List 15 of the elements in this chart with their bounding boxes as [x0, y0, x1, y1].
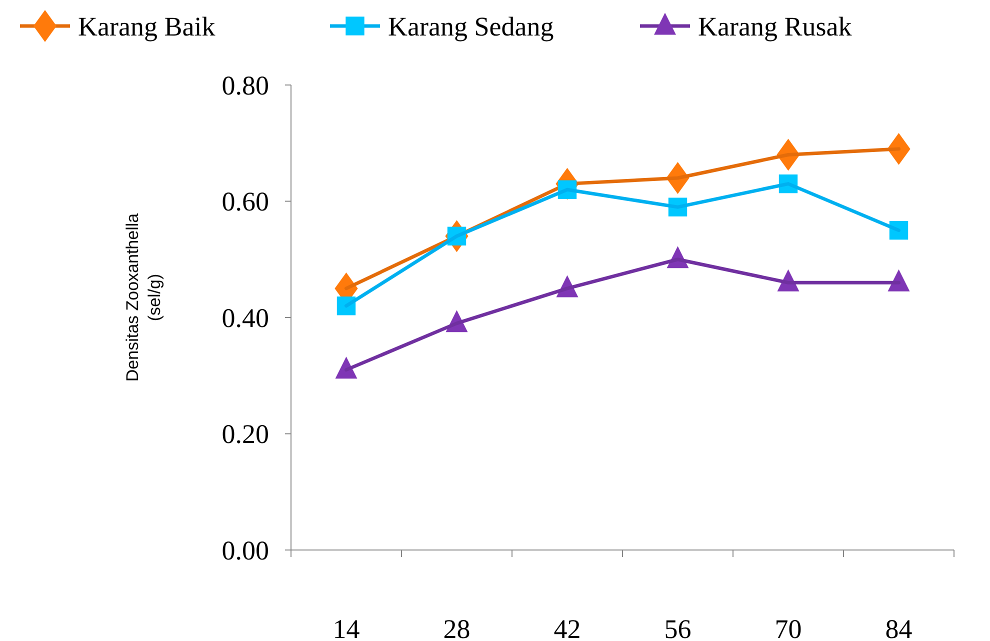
- legend-label: Karang Sedang: [388, 11, 554, 42]
- x-tick-label: 56: [664, 614, 692, 641]
- y-tick-label: 0.40: [222, 302, 269, 333]
- x-tick-label: 70: [774, 614, 802, 641]
- x-tick-label: 42: [554, 614, 581, 641]
- y-tick-label: 0.60: [222, 186, 269, 217]
- y-axis-title: Densitas Zooxanthella (sel/g): [123, 212, 164, 382]
- x-tick-label: 84: [885, 614, 913, 641]
- x-tick-label: 28: [443, 614, 470, 641]
- y-tick-label: 0.20: [222, 419, 269, 450]
- legend-label: Karang Rusak: [698, 11, 852, 42]
- y-tick-label: 0.80: [222, 70, 269, 100]
- x-tick-label: 14: [332, 614, 360, 641]
- legend-label: Karang Baik: [78, 11, 216, 42]
- y-tick-label: 0.00: [222, 535, 269, 566]
